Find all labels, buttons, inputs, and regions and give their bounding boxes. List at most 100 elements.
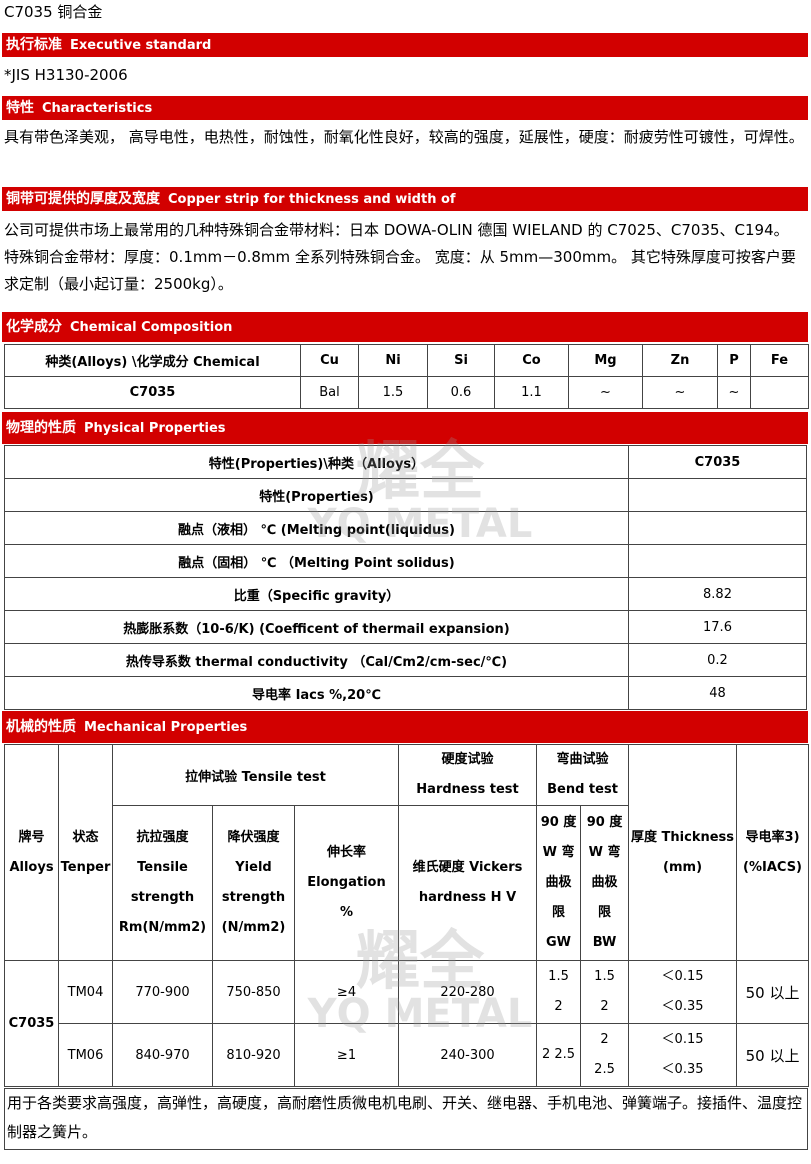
line: Yield (235, 860, 272, 875)
header-cell: 种类(Alloys) \化学成分 Chemical (4, 344, 301, 377)
cell: 特性(Properties) (4, 478, 629, 512)
line: ＜0.35 (661, 1062, 704, 1077)
cell: Bal (300, 376, 359, 409)
cell: TM04 (58, 960, 113, 1024)
line: W 弯 (588, 845, 621, 860)
watermark: 耀全 YQ METAL (290, 930, 550, 1034)
title: C7035 铜合金 (4, 3, 103, 21)
watermark-cn: 耀全 (356, 925, 484, 999)
cell: 硬度试验 Hardness test (398, 744, 538, 806)
watermark-en: YQ METAL (307, 991, 533, 1037)
cell (628, 511, 807, 545)
cell: 8.82 (628, 577, 807, 611)
line: Tensile (137, 860, 188, 875)
cell: ~ (717, 376, 751, 409)
section-heading: 机械的性质 Mechanical Properties (2, 711, 808, 743)
cell: 2 2.5 (536, 1023, 582, 1087)
cell: 240-300 (398, 1023, 538, 1087)
line: strength (221, 890, 286, 905)
section-heading: 特性 Characteristics (2, 96, 808, 120)
cell: 50 以上 (736, 960, 810, 1024)
heading-cn: 执行标准 (6, 37, 62, 53)
heading-en: Mechanical Properties (84, 720, 248, 735)
cell: ≥4 (293, 960, 400, 1024)
cell (628, 478, 807, 512)
line: 牌号 (18, 829, 45, 845)
line: 状态 (72, 829, 99, 845)
line: ＜0.15 (661, 1032, 704, 1047)
line: strength (130, 890, 195, 905)
cell: 拉伸试验 Tensile test (111, 744, 400, 806)
line: (mm) (663, 859, 703, 875)
heading-cn: 特性 (6, 100, 34, 116)
line: (N/mm2) (221, 920, 286, 935)
cell: 热膨胀系数（10-6/K) (Coefficent of thermail ex… (4, 610, 629, 644)
cell: ＜0.15 ＜0.35 (628, 1023, 738, 1087)
heading-en: Chemical Composition (70, 320, 233, 335)
section-heading: 物理的性质 Physical Properties (2, 412, 808, 444)
tr: 种类(Alloys) \化学成分 Chemical Cu Ni Si Co Mg Zn P Fe (4, 344, 809, 377)
cell: 1.5 (358, 376, 428, 409)
cell (750, 376, 809, 409)
header-cell: 降伏强度 Yield strength (N/mm2) (212, 805, 295, 961)
cell: C7035 (4, 960, 59, 1087)
cell: ＜0.15 ＜0.35 (628, 960, 738, 1024)
cell: 融点（液相） ℃ (Melting point(liquidus) (4, 511, 629, 545)
heading-cn: 机械的性质 (6, 719, 76, 735)
tr: 牌号 Alloys 状态 Tenper 拉伸试验 Tensile test 硬度试验… (4, 744, 810, 961)
heading-cn: 铜带可提供的厚度及宽度 (6, 191, 160, 207)
line: % (339, 905, 354, 920)
line: W 弯 (542, 845, 575, 860)
line: 2 (600, 999, 609, 1014)
tr: TM06 840-970 810-920 ≥1 240-300 2 2.5 2 2.5 ＜0.1… (5, 1023, 810, 1087)
line: 维氏硬度 Vickers (412, 860, 523, 875)
line: 2 (554, 999, 563, 1014)
cell: 220-280 (398, 960, 538, 1024)
cell: 1.5 2 (580, 960, 630, 1024)
line: 抗拉强度 (136, 830, 189, 845)
line: 2 2.5 (541, 1047, 576, 1062)
row: 特性(Properties)\种类（Alloys） C7035 (4, 445, 807, 479)
cell: 热传导系数 thermal conductivity （Cal/Cm2/cm-s… (4, 643, 629, 677)
row: 特性(Properties) (4, 478, 807, 512)
characteristics-text: 具有带色泽美观， 高导电性，电热性，耐蚀性，耐氧化性良好，较高的强度，延展性，硬… (4, 128, 804, 146)
cell: 导电率 Iacs %,20℃ (4, 676, 629, 710)
heading-en: Physical Properties (84, 421, 226, 436)
line: 曲极 (545, 875, 572, 890)
row: 融点（固相） ℃ （Melting Point solidus) (4, 544, 807, 578)
section-heading: 铜带可提供的厚度及宽度 Copper strip for thickness an… (2, 187, 808, 211)
cell: 特性(Properties)\种类（Alloys） (4, 445, 629, 479)
line: ＜0.35 (661, 999, 704, 1014)
cell: 840-970 (112, 1023, 213, 1087)
cell: 厚度 Thickness (mm) (628, 744, 738, 961)
cell: C7035 (4, 376, 301, 409)
heading-en: Characteristics (42, 101, 153, 116)
row: 比重（Specific gravity） 8.82 (4, 577, 807, 611)
cell: ≥1 (293, 1023, 400, 1087)
line: 曲极 (591, 875, 618, 890)
line: 导电率3) (745, 829, 800, 845)
standard-text: *JIS H3130-2006 (4, 66, 128, 84)
cell: 2 2.5 (580, 1023, 630, 1087)
strip-text: 公司可提供市场上最常用的几种特殊铜合金带材料：日本 DOWA-OLIN 德国 W… (4, 221, 796, 293)
heading-en: Copper strip for thickness and width of (168, 192, 456, 207)
line: hardness H V (418, 890, 517, 905)
line: 1.5 (548, 969, 569, 984)
header-cell: 90 度 W 弯曲极限 GW (536, 805, 582, 961)
header-cell: 维氏硬度 Vickers hardness H V (398, 805, 538, 961)
line: Hardness test (416, 782, 519, 797)
row: 热传导系数 thermal conductivity （Cal/Cm2/cm-s… (4, 643, 807, 677)
cell: 17.6 (628, 610, 807, 644)
line: Bend test (547, 782, 618, 797)
row: 热膨胀系数（10-6/K) (Coefficent of thermail ex… (4, 610, 807, 644)
cell: 牌号 Alloys (4, 744, 59, 961)
line: 弯曲试验 (556, 752, 609, 767)
section-heading: 执行标准 Executive standard (2, 33, 808, 57)
line: 2.5 (594, 1062, 615, 1077)
line: (%IACS) (743, 859, 802, 875)
cell: 1.1 (494, 376, 569, 409)
line: 厚度 Thickness (631, 829, 735, 845)
cell: 770-900 (112, 960, 213, 1024)
cell: 48 (628, 676, 807, 710)
